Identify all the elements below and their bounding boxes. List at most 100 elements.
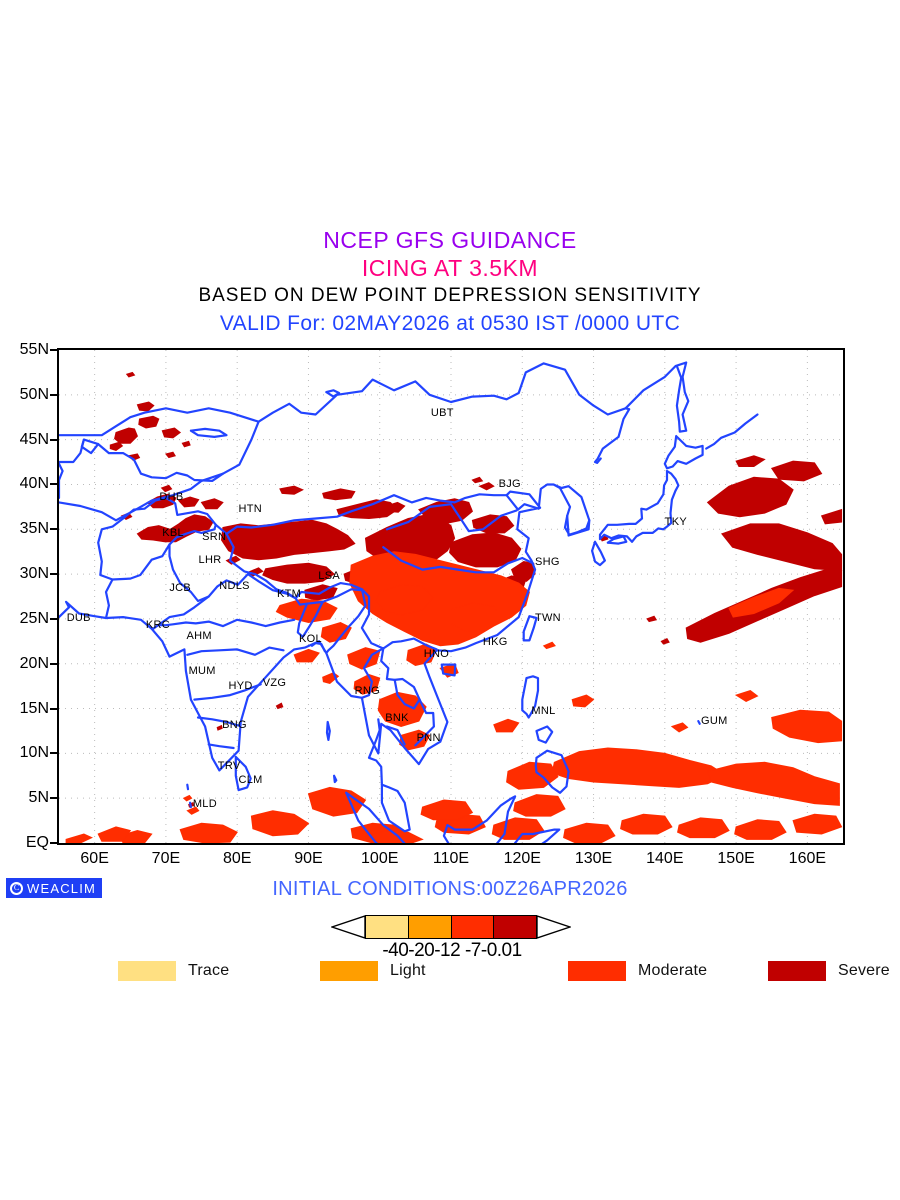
station-label: KTM	[276, 587, 302, 600]
icing-region-moderate	[706, 761, 840, 806]
icing-region-moderate	[320, 621, 352, 643]
icing-region-moderate	[420, 799, 474, 821]
legend-item-light[interactable]: Light	[320, 960, 426, 982]
icing-region-moderate	[728, 587, 795, 618]
colorbar-segment-1	[408, 916, 452, 938]
latitude-axis: 55N 50N 45N 40N 35N 30N 25N 20N 15N 10N 5N EQ	[0, 0, 57, 1200]
coastline-path	[59, 407, 260, 437]
coastline-path	[382, 546, 535, 574]
station-label: KOL	[299, 633, 322, 646]
methodology-caption: BASED ON DEW POINT DEPRESSION SENSITIVIT…	[198, 285, 702, 306]
longitude-tick-label: 100E	[361, 850, 399, 867]
icing-region-moderate	[375, 584, 434, 616]
icing-region-moderate	[182, 794, 193, 802]
latitude-tick-mark	[50, 842, 57, 844]
station-label: TKY	[664, 515, 687, 528]
station-label: LSA	[318, 569, 340, 582]
longitude-tick-label: 140E	[646, 850, 684, 867]
longitude-tick-label: 120E	[503, 850, 541, 867]
station-labels-layer: DUB KRC KBL DHB SRN LHR HTN JCB NDLS AHM MUM HYD VZG…	[59, 350, 843, 843]
coastline-path	[59, 362, 631, 522]
latitude-tick-label: 50N	[19, 385, 49, 403]
latitude-tick-label: 15N	[19, 699, 49, 717]
latitude-tick-label: 10N	[19, 744, 49, 762]
latitude-tick-mark	[50, 393, 57, 396]
legend-item-trace[interactable]: Trace	[118, 960, 229, 982]
station-label: DUB	[66, 611, 91, 624]
legend-swatch	[768, 961, 826, 981]
icing-region-severe	[161, 427, 182, 439]
station-label: UBT	[430, 406, 454, 419]
icing-region-severe	[136, 401, 155, 412]
latitude-tick-mark	[50, 528, 57, 531]
coastline-path	[80, 438, 100, 455]
coastline-path	[705, 413, 759, 450]
station-label: GUM	[701, 714, 728, 727]
colorbar-right-arrow-icon	[536, 915, 571, 939]
coastline-path	[234, 755, 252, 792]
icing-region-severe	[262, 562, 335, 584]
latitude-tick-mark	[50, 707, 57, 710]
coastline-path	[380, 647, 435, 747]
station-label: MNL	[531, 705, 556, 718]
station-label: TRV	[217, 759, 241, 772]
icing-region-moderate	[347, 647, 381, 670]
legend-label: Moderate	[638, 962, 708, 979]
colorbar-segment-2	[451, 916, 495, 938]
longitude-tick-label: 130E	[574, 850, 613, 867]
coastline-path	[296, 600, 324, 638]
severity-legend: Trace Light Moderate Severe	[0, 960, 900, 982]
station-label: HYD	[228, 680, 253, 693]
icing-region-severe	[820, 508, 843, 525]
coastline-path	[59, 483, 591, 772]
coastline-path	[225, 493, 508, 535]
colorbar	[331, 915, 571, 939]
colorbar-segment-0	[366, 916, 409, 938]
icing-region-severe	[322, 488, 356, 501]
coastline-path	[111, 523, 217, 581]
coastline-path	[522, 615, 538, 642]
coastline-path	[440, 663, 457, 677]
coastline-path	[207, 743, 235, 750]
station-label: JCB	[169, 582, 192, 595]
station-label: BJG	[498, 478, 521, 491]
latitude-tick-label: 5N	[28, 789, 49, 807]
station-label: SHG	[534, 556, 560, 569]
icing-region-moderate	[377, 691, 427, 728]
weaclim-label: WEACLIM	[27, 880, 97, 896]
coastline-path	[590, 540, 607, 567]
icing-region-severe	[160, 484, 173, 493]
coastline-path	[275, 582, 438, 651]
coastline-path	[325, 720, 331, 741]
legend-item-severe[interactable]: Severe	[768, 960, 890, 982]
latitude-tick-label: 30N	[19, 565, 49, 583]
station-label: VZG	[262, 677, 287, 690]
coastline-path	[193, 683, 262, 701]
coastline-path	[663, 434, 704, 470]
icing-map-plot[interactable]: DUB KRC KBL DHB SRN LHR HTN JCB NDLS AHM MUM HYD VZG…	[57, 348, 845, 845]
colorbar-tick-labels: -40-20-12 -7-0.01	[382, 940, 522, 961]
longitude-tick-label: 90E	[294, 850, 323, 867]
icing-region-moderate	[620, 813, 673, 835]
icing-region-moderate	[307, 786, 367, 817]
station-label: MUM	[188, 664, 216, 677]
coastline-path	[189, 427, 228, 439]
coastline-path	[310, 642, 326, 653]
latitude-tick-mark	[50, 438, 57, 441]
latitude-tick-label: 45N	[19, 430, 49, 448]
icing-region-severe	[125, 371, 136, 378]
icing-region-moderate	[734, 819, 787, 840]
coastline-path	[367, 718, 383, 786]
longitude-tick-label: 70E	[151, 850, 181, 867]
icing-region-moderate	[353, 673, 381, 695]
icing-region-moderate	[734, 690, 759, 702]
coastline-path	[360, 647, 385, 699]
icing-region-severe	[146, 493, 177, 509]
coastline-path	[442, 795, 517, 843]
longitude-tick-label: 160E	[788, 850, 827, 867]
station-label: CLM	[238, 774, 263, 787]
page-title: NCEP GFS GUIDANCE	[323, 227, 577, 253]
legend-label: Severe	[838, 962, 890, 979]
weaclim-logo-badge[interactable]: C WEACLIM	[6, 878, 102, 898]
legend-item-moderate[interactable]: Moderate	[568, 960, 707, 982]
